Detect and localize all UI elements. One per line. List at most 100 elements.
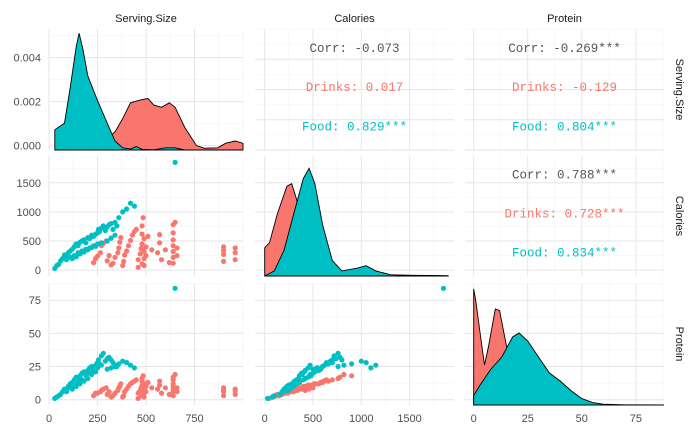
correlation-label: Drinks: (504, 208, 564, 222)
scatter-point (162, 247, 168, 253)
scatter-point (124, 248, 130, 254)
scatter-point (143, 389, 149, 395)
correlation-label: Corr: (512, 169, 557, 183)
correlation-text: Corr: -0.269*** (508, 42, 621, 56)
correlation-value: 0.017 (366, 81, 404, 95)
scatter-point (81, 378, 87, 384)
scatter-point (110, 226, 116, 232)
correlation-label: Food: (512, 247, 557, 261)
scatter-point (139, 241, 145, 247)
scatter-point (337, 374, 343, 380)
scatter-point (157, 382, 163, 388)
scatter-point (232, 391, 238, 397)
panel-1-2 (465, 156, 664, 276)
scatter-point (141, 394, 147, 400)
scatter-point (315, 365, 321, 371)
scatter-point (232, 250, 238, 256)
scatter-point (295, 375, 302, 382)
scatter-point (172, 371, 178, 378)
scatter-point (81, 249, 87, 255)
row-strip-label: Calories (673, 196, 685, 237)
scatter-point (172, 285, 178, 291)
scatter-point (63, 389, 70, 395)
scatter-point (221, 244, 227, 250)
scatter-point (116, 245, 122, 251)
x-tick-label: 0 (46, 413, 52, 425)
scatter-point (140, 215, 146, 221)
scatter-point (143, 383, 149, 389)
scatter-point (157, 240, 163, 246)
correlation-text: Corr: -0.073 (309, 42, 399, 56)
scatter-point (341, 362, 347, 368)
scatter-point (133, 226, 139, 232)
scatter-point (170, 243, 176, 249)
scatter-point (112, 232, 118, 238)
scatter-point (349, 361, 355, 367)
scatter-point (118, 381, 124, 387)
scatter-point (121, 393, 127, 399)
scatter-point (298, 386, 304, 392)
scatter-point (127, 237, 134, 244)
scatter-point (349, 373, 355, 379)
y-tick-label: 0.000 (13, 141, 41, 153)
scatter-point (174, 385, 180, 391)
scatter-point (141, 248, 147, 255)
scatter-point (135, 257, 141, 263)
scatter-point (170, 237, 176, 243)
scatter-point (172, 219, 178, 225)
scatter-point (93, 369, 99, 375)
scatter-point (145, 379, 151, 386)
x-tick-label: 500 (137, 413, 155, 425)
scatter-point (221, 251, 227, 257)
scatter-point (312, 381, 318, 387)
scatter-point (294, 387, 301, 393)
scatter-point (301, 369, 307, 375)
correlation-label: Food: (302, 120, 347, 134)
scatter-point (104, 258, 110, 264)
scatter-point (91, 260, 97, 266)
scatter-point (133, 377, 139, 383)
scatter-point (329, 360, 335, 366)
scatter-point (310, 366, 316, 372)
scatter-point (63, 257, 70, 263)
correlation-text: Drinks: -0.129 (512, 81, 617, 95)
correlation-value: -0.269*** (553, 42, 621, 56)
panel-0-1 (255, 28, 454, 151)
scatter-point (221, 393, 227, 399)
column-strip-label: Protein (547, 13, 582, 25)
scatter-point (122, 252, 128, 258)
scatter-point (232, 245, 238, 251)
scatter-point (69, 386, 75, 392)
scatter-point (103, 385, 109, 391)
correlation-value: -0.129 (572, 81, 617, 95)
scatter-point (73, 254, 79, 260)
scatter-point (158, 390, 165, 396)
correlation-label: Drinks: (306, 81, 366, 95)
scatter-point (166, 260, 172, 266)
scatter-point (116, 215, 122, 221)
scatter-point (265, 395, 271, 401)
scatter-point (368, 365, 374, 371)
column-strip-label: Calories (334, 13, 375, 25)
scatter-point (232, 257, 238, 263)
scatter-point (106, 253, 112, 259)
correlation-value: 0.834*** (557, 247, 617, 261)
scatter-point (335, 350, 341, 356)
correlation-value: 0.788*** (557, 169, 617, 183)
scatter-point (271, 393, 277, 399)
scatter-point (77, 251, 83, 257)
correlation-value: 0.728*** (565, 208, 625, 222)
scatter-point (139, 231, 145, 237)
correlation-value: 0.804*** (557, 120, 617, 134)
scatter-point (110, 260, 116, 266)
scatter-point (143, 244, 149, 250)
scatter-point (127, 200, 134, 206)
scatter-point (139, 223, 145, 229)
scatter-point (98, 240, 104, 246)
scatter-point (124, 360, 130, 366)
x-tick-label: 50 (576, 413, 588, 425)
scatter-point (141, 262, 147, 269)
row-strip-label: Protein (673, 327, 685, 362)
scatter-point (143, 253, 149, 259)
scatter-point (149, 247, 155, 253)
